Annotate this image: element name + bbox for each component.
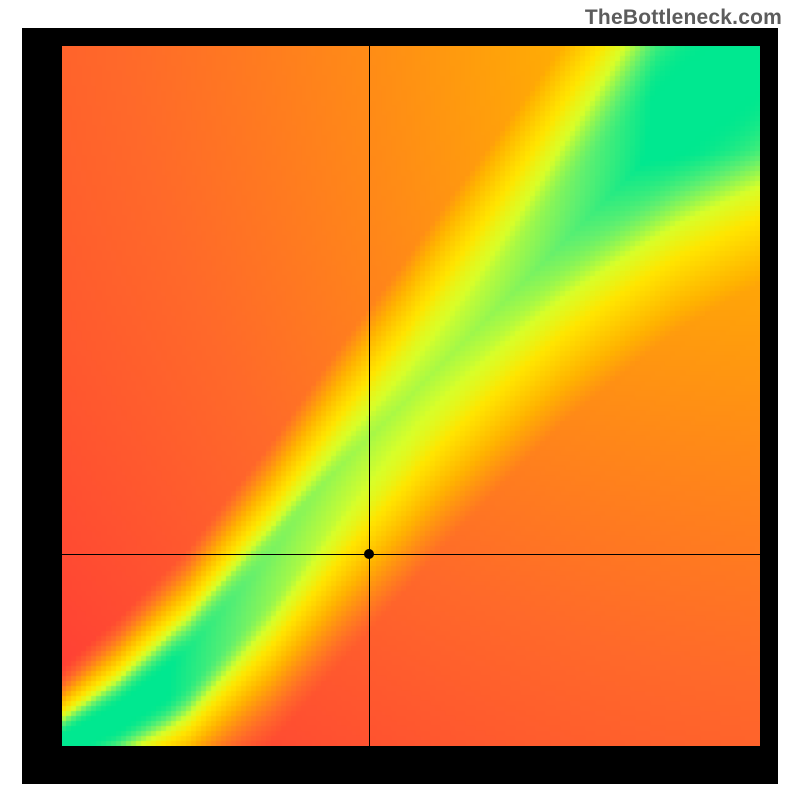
crosshair-dot bbox=[364, 549, 374, 559]
watermark-text: TheBottleneck.com bbox=[585, 6, 782, 30]
plot-frame bbox=[22, 28, 778, 784]
crosshair-vertical bbox=[369, 46, 370, 746]
crosshair-horizontal bbox=[62, 554, 760, 555]
plot-area bbox=[62, 46, 760, 746]
heatmap-canvas bbox=[62, 46, 760, 746]
